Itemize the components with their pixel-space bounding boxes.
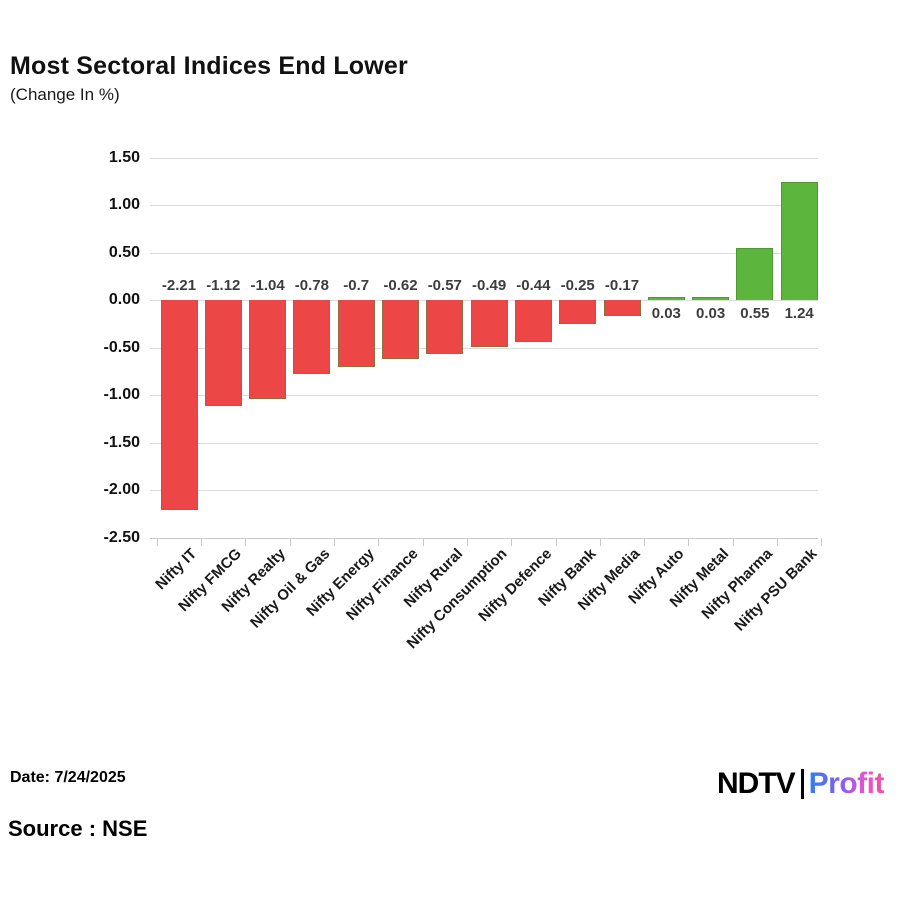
y-axis-tick-label: 1.50 xyxy=(108,148,140,166)
bar-nifty-defence xyxy=(514,300,552,342)
x-axis-category-label: Nifty PSU Bank xyxy=(731,544,821,635)
bar-nifty-consumption xyxy=(470,300,508,347)
bar-nifty-media xyxy=(603,300,641,317)
bar-nifty-oil-gas xyxy=(293,300,331,375)
bar-value-label: -0.44 xyxy=(516,277,551,294)
profit-logo-text: Profit xyxy=(808,767,885,800)
x-axis-tick-mark xyxy=(599,537,601,546)
bar-value-label: -1.12 xyxy=(206,277,241,294)
bar-nifty-metal xyxy=(692,297,730,300)
gridline xyxy=(150,252,818,254)
x-axis-tick-mark xyxy=(378,537,380,546)
y-axis-tick-label: -2.00 xyxy=(103,481,140,498)
x-axis-tick-mark xyxy=(156,537,158,546)
gridline xyxy=(150,205,818,206)
y-axis-tick-label: -1.00 xyxy=(103,386,140,403)
x-axis-tick-mark xyxy=(334,537,336,546)
gridline xyxy=(150,442,818,444)
bar-nifty-finance xyxy=(382,300,419,359)
bar-value-label: 0.55 xyxy=(740,305,770,322)
bar-value-label: -1.04 xyxy=(250,277,285,294)
bar-nifty-rural xyxy=(426,300,464,355)
source-label: Source : NSE xyxy=(8,816,148,841)
x-axis-tick-mark xyxy=(821,537,823,546)
x-axis-tick-mark xyxy=(245,537,247,546)
y-axis-tick-label: 0.50 xyxy=(108,243,140,261)
bar-nifty-realty xyxy=(249,300,287,399)
gridline xyxy=(150,537,818,539)
y-axis-tick-label: -2.50 xyxy=(103,528,140,546)
bar-value-label: -0.49 xyxy=(471,277,507,294)
bar-nifty-psu-bank xyxy=(780,182,818,300)
page-title: Most Sectoral Indices End Lower xyxy=(10,52,408,80)
bar-nifty-it xyxy=(160,300,198,510)
y-axis-tick-label: 1.00 xyxy=(108,196,140,213)
bar-value-label: 0.03 xyxy=(695,305,726,322)
gridline xyxy=(150,157,818,159)
bar-value-label: 1.24 xyxy=(784,305,814,322)
bar-nifty-auto xyxy=(647,297,685,300)
gridline xyxy=(150,395,818,396)
date-label: Date: 7/24/2025 xyxy=(10,769,126,786)
logo-separator xyxy=(800,769,804,799)
x-axis-tick-mark xyxy=(511,537,513,546)
bar-value-label: -0.25 xyxy=(560,277,595,294)
bar-value-label: -0.7 xyxy=(343,277,370,294)
gridline xyxy=(150,490,818,491)
bar-value-label: -0.62 xyxy=(383,277,418,294)
bar-chart: 1.50 1.00 0.50 0.00 -0.50 -1.00 -1.50 -2.00 -2.5… xyxy=(103,148,823,652)
bar-value-label: -0.78 xyxy=(294,277,329,294)
gridline xyxy=(150,347,818,349)
page-subtitle: (Change In %) xyxy=(10,85,120,104)
x-axis-category-label: Nifty Oil & Gas xyxy=(246,544,334,632)
bar-value-label: -0.57 xyxy=(427,277,462,294)
bar-nifty-fmcg xyxy=(204,300,242,407)
x-axis-tick-mark xyxy=(555,537,557,546)
x-axis-tick-mark xyxy=(644,537,646,546)
bar-nifty-bank xyxy=(559,300,597,324)
x-axis-tick-mark xyxy=(466,537,468,546)
x-axis-tick-mark xyxy=(732,537,734,546)
x-axis-tick-mark xyxy=(289,537,291,546)
y-axis-tick-label: -0.50 xyxy=(103,338,140,356)
y-axis-tick-label: -1.50 xyxy=(103,433,140,451)
y-axis-tick-label: 0.00 xyxy=(108,291,140,308)
bar-nifty-energy xyxy=(337,300,375,367)
x-axis-tick-mark xyxy=(422,537,424,546)
bar-nifty-pharma xyxy=(736,247,774,300)
x-axis-tick-mark xyxy=(201,537,203,546)
bar-value-label: 0.03 xyxy=(651,305,681,322)
bar-value-label: -0.17 xyxy=(604,277,640,294)
ndtv-profit-logo: NDTV Profit xyxy=(717,766,885,802)
x-axis-tick-mark xyxy=(688,537,690,546)
bar-value-label: -2.21 xyxy=(161,277,197,294)
x-axis-tick-mark xyxy=(777,537,779,546)
ndtv-logo-text: NDTV xyxy=(717,767,796,800)
